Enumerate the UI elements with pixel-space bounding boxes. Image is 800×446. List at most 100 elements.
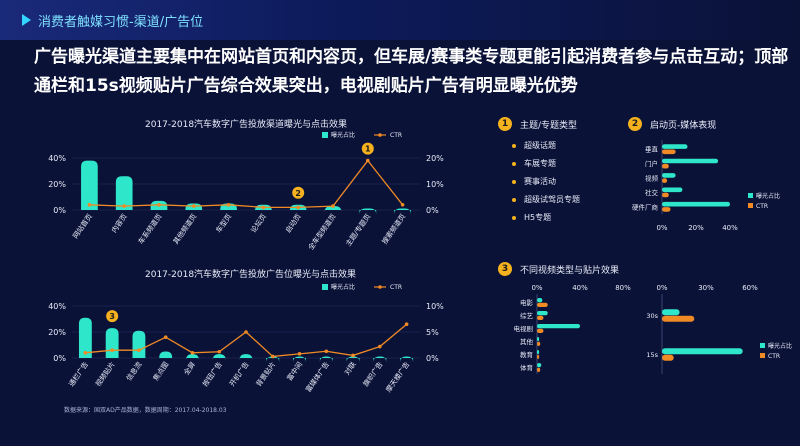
bar-exposure	[537, 298, 543, 303]
ctr-point	[192, 204, 196, 208]
ctr-point	[378, 344, 382, 349]
bar-ctr	[537, 328, 544, 333]
marker-badge-label: 3	[109, 312, 115, 321]
ctr-point	[83, 351, 88, 355]
y-category-label: 社交	[645, 188, 659, 197]
x-category-label: 背景贴片	[254, 360, 277, 388]
bar-exposure	[662, 309, 680, 316]
ctr-point	[226, 203, 231, 207]
legend-label-ctr: CTR	[756, 203, 768, 210]
ctr-point	[261, 205, 266, 210]
x-category-label: 开机广告	[227, 360, 250, 388]
bar-exposure	[186, 354, 199, 361]
bullet-dot-icon	[512, 197, 516, 202]
y2-tick-label: 10%	[426, 302, 444, 311]
panel3-badge: 3	[498, 262, 512, 276]
legend-label-ctr: CTR	[390, 284, 402, 291]
bar-exposure	[662, 173, 676, 178]
bullet-dot-icon	[512, 179, 516, 184]
top-banner	[0, 0, 800, 40]
bar-exposure	[346, 356, 360, 363]
x-category-label: 搜索频道页	[380, 212, 407, 246]
bar-exposure	[115, 176, 133, 210]
bar-exposure	[400, 356, 414, 363]
topic-label: H5专题	[524, 213, 552, 222]
chart2-title: 2017-2018汽车数字广告投放广告位曝光与点击效果	[145, 270, 357, 280]
ctr-point	[351, 353, 355, 358]
y2-tick-label: 10%	[426, 180, 444, 189]
y-category-label: 综艺	[520, 311, 534, 320]
x-category-label: 焦点图	[151, 360, 170, 382]
bar-exposure	[319, 356, 333, 363]
x-category-label: 网站首页	[71, 212, 94, 240]
bar-ctr	[662, 163, 669, 169]
topic-label: 车展专题	[524, 159, 556, 168]
bar-ctr	[662, 149, 676, 155]
bar-exposure	[132, 330, 146, 358]
y-category-label: 硬件厂商	[632, 202, 659, 211]
ctr-point	[366, 158, 370, 163]
marker-badge	[292, 186, 305, 199]
topic-list-item: 超级话题	[512, 140, 556, 151]
marker-badge	[361, 142, 374, 155]
y-tick-label: 0%	[53, 206, 66, 215]
y-category-label: 其他	[520, 337, 534, 346]
bar-ctr	[537, 354, 540, 359]
x-category-label: 启动页	[283, 212, 302, 234]
section-title: 消费者触媒习惯-渠道/广告位	[38, 15, 204, 30]
bar-exposure	[293, 356, 306, 363]
legend-label-exposure: 曝光占比	[768, 342, 792, 350]
x-category-label: 主题/专题页	[344, 212, 373, 248]
ctr-point	[331, 204, 335, 208]
y-category-label: 体育	[520, 363, 534, 372]
bar-exposure	[239, 354, 253, 361]
legend-swatch-ctr	[760, 353, 765, 358]
x-tick-label: 0%	[531, 284, 542, 292]
chart2-ad-positions: 0% 20% 40% 0% 5% 10% 通栏广告 视频贴片 信息流 焦点图 全屏 按钮广告 开机广告背…	[48, 283, 444, 394]
bar-exposure	[662, 187, 683, 193]
ctr-point	[217, 349, 222, 354]
bar-exposure	[78, 317, 92, 358]
legend-swatch-exposure	[322, 132, 328, 138]
bar-ctr	[662, 178, 668, 183]
y2-tick-label: 0%	[426, 354, 439, 363]
x-category-label: 旗帜广告	[361, 360, 384, 388]
x-category-label: 摩天楼广告	[384, 360, 411, 394]
legend-swatch-exposure	[760, 343, 765, 348]
y-tick-label: 40%	[48, 302, 66, 311]
bar-exposure	[105, 328, 119, 358]
bar-exposure	[662, 158, 719, 164]
ctr-point	[110, 348, 114, 352]
topic-label: 赛事活动	[524, 177, 556, 186]
x-tick-label: 80%	[615, 284, 631, 292]
marker-badge-label: 2	[295, 189, 301, 198]
y-category-label: 15s	[646, 351, 658, 359]
legend-label-ctr: CTR	[390, 132, 402, 139]
x-tick-label: 40%	[572, 284, 588, 292]
x-category-label: 通栏广告	[67, 360, 90, 388]
bar-ctr	[537, 302, 548, 307]
panel2-badge: 2	[628, 117, 642, 131]
legend-swatch-ctr	[748, 203, 753, 208]
topic-list-item: 车展专题	[512, 158, 556, 169]
x-category-label: 富中间	[285, 360, 304, 382]
x-tick-label: 30%	[698, 284, 714, 292]
y2-tick-label: 20%	[426, 154, 444, 163]
bar-exposure	[159, 351, 173, 358]
legend-label-exposure: 曝光占比	[331, 131, 355, 139]
ctr-point	[244, 330, 248, 334]
bar-exposure	[662, 201, 730, 207]
y2-tick-label: 0%	[426, 206, 439, 215]
ctr-point	[190, 351, 195, 355]
ctr-point	[270, 354, 275, 359]
x-category-label: 视频贴片	[93, 360, 116, 388]
legend-swatch-exposure	[322, 284, 328, 290]
x-category-label: 对联	[342, 360, 357, 377]
bar-exposure	[394, 208, 411, 215]
bullet-dot-icon	[512, 161, 516, 166]
bar-exposure	[373, 356, 387, 363]
bullet-dot-icon	[512, 215, 516, 220]
topic-list-item: 超级试驾员专题	[512, 194, 580, 205]
ctr-point	[137, 348, 141, 352]
